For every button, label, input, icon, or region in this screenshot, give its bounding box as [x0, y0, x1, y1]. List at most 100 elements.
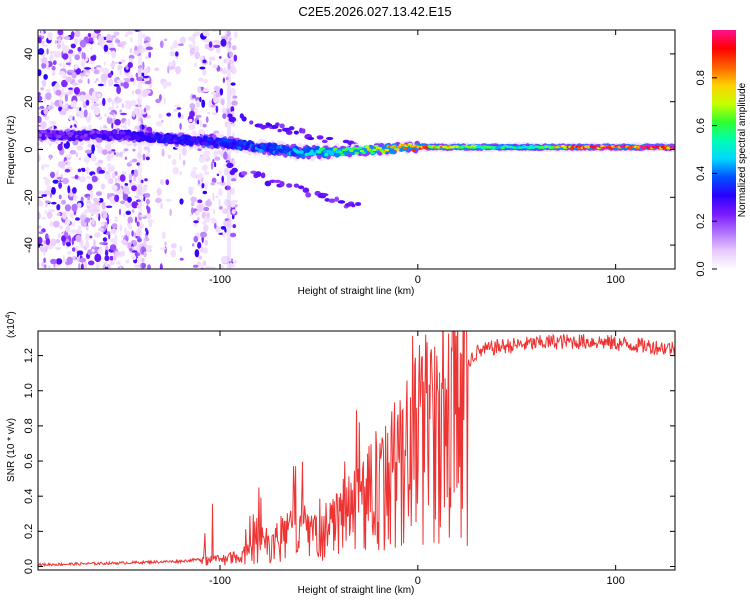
- spectrogram-noise-cell: [69, 212, 75, 218]
- spectrogram-noise-cell: [181, 147, 187, 156]
- spectrogram-noise-cell: [50, 171, 55, 178]
- spectrogram-noise-cell: [41, 216, 47, 220]
- spectrogram-noise-cell: [74, 38, 79, 45]
- spectrogram-branch-cell: [351, 203, 356, 208]
- spectrogram-noise-cell: [201, 247, 209, 254]
- spectrogram-noise-cell: [51, 124, 54, 132]
- spectrogram-ridge-cell: [85, 136, 91, 140]
- spectrogram-noise-cell: [148, 51, 152, 59]
- spectrogram-noise-cell: [104, 249, 109, 257]
- spectrogram-noise-cell: [124, 183, 129, 186]
- spectrogram-noise-cell: [38, 190, 45, 195]
- spectrogram-ridge-cell: [397, 145, 402, 149]
- spectrogram-noise-cell: [212, 192, 215, 202]
- spectrogram-noise-cell: [79, 91, 86, 96]
- spectrogram-ridge-cell: [324, 152, 329, 157]
- spectrogram-noise-cell: [133, 232, 137, 238]
- spectrogram-noise-cell: [52, 179, 59, 184]
- spectrogram-branch-cell: [279, 181, 285, 187]
- spectrogram-ridge-cell: [146, 138, 151, 143]
- spectrogram-noise-cell: [76, 145, 84, 151]
- spectrogram-noise-cell: [38, 37, 42, 44]
- spectrogram-noise-cell: [182, 160, 186, 166]
- spectrogram-noise-cell: [129, 47, 133, 54]
- spectrogram-noise-cell: [114, 216, 118, 223]
- spectrogram-noise-cell: [136, 199, 142, 202]
- spectrogram-noise-cell: [58, 106, 63, 112]
- spectrogram-noise-cell: [197, 85, 202, 94]
- spectrogram-noise-cell: [78, 108, 84, 117]
- spectrogram-noise-cell: [85, 72, 90, 76]
- spectrogram-ridge-cell: [48, 134, 53, 138]
- spectrogram-noise-cell: [131, 89, 135, 96]
- spectrogram-noise-cell: [113, 84, 120, 87]
- spectrogram-noise-cell: [111, 201, 115, 205]
- spectrogram-branch-cell: [288, 126, 295, 131]
- spectrogram-noise-cell: [143, 240, 147, 248]
- snr-panel: -100 0 100 0.0 0.2 0.4 0.6 0.8 1.0 1.2 Height of…: [5, 311, 676, 596]
- spectrogram-noise-cell: [222, 107, 226, 115]
- spectrogram-noise-cell: [77, 46, 82, 52]
- spectrogram-ridge-cell: [155, 136, 160, 140]
- spectrogram-noise-cell: [97, 227, 105, 232]
- spectrogram-noise-cell: [225, 30, 228, 35]
- spectrogram-noise-cell: [103, 242, 108, 246]
- spectrogram-noise-cell: [204, 266, 209, 269]
- spectrogram-noise-cell: [107, 192, 110, 200]
- spectrogram-noise-cell: [48, 209, 56, 213]
- spectrogram-noise-cell: [41, 44, 49, 47]
- spectrogram-branch-cell: [326, 136, 334, 141]
- spectrogram-noise-cell: [122, 193, 129, 201]
- spectrogram-noise-cell: [138, 185, 144, 192]
- spectrogram-noise-cell: [143, 251, 147, 258]
- spectrogram-branch-cell: [262, 125, 269, 129]
- spectrogram-noise-cell: [195, 114, 202, 118]
- spectrogram-ridge-cell: [64, 136, 69, 140]
- spectrogram-noise-cell: [58, 37, 61, 46]
- spectrogram-noise-cell: [130, 101, 137, 106]
- spectrogram-noise-cell: [198, 78, 204, 82]
- spectrogram-noise-cell: [160, 202, 163, 210]
- spectrogram-noise-cell: [222, 113, 227, 119]
- spectrogram-noise-cell: [55, 258, 63, 265]
- spectrogram-noise-cell: [61, 211, 67, 220]
- spectrogram-noise-cell: [161, 148, 165, 157]
- spectrogram-ridge-cell: [82, 136, 87, 141]
- spectrogram-noise-cell: [70, 31, 75, 39]
- spectrogram-noise-cell: [84, 261, 88, 269]
- spectrogram-noise-cell: [190, 196, 197, 203]
- spectrogram-noise-cell: [103, 44, 109, 52]
- spectrogram-noise-cell: [129, 222, 132, 229]
- y-tick-label: 0.6: [23, 453, 35, 468]
- spectrogram-noise-cell: [85, 232, 90, 242]
- spectrogram-noise-cell: [123, 81, 129, 89]
- spectrogram-noise-cell: [61, 88, 65, 96]
- spectrogram-branch-cell: [228, 116, 237, 123]
- spectrogram-noise-cell: [90, 47, 93, 51]
- spectrogram-noise-cell: [93, 209, 101, 212]
- spectrogram-noise-cell: [38, 48, 45, 55]
- spectrogram-noise-cell: [228, 219, 232, 223]
- spectrogram-noise-cell: [192, 94, 197, 99]
- spectrogram-noise-cell: [95, 262, 100, 269]
- spectrogram-noise-cell: [220, 181, 226, 186]
- spectrogram-noise-cell: [149, 84, 152, 89]
- spectrogram-branch-cell: [260, 172, 266, 179]
- spectrogram-noise-cell: [109, 111, 115, 115]
- spectrogram-noise-cell: [128, 173, 133, 181]
- spectrogram-ridge-cell: [256, 144, 261, 149]
- spectrogram-noise-cell: [175, 51, 179, 57]
- spectrogram-noise-cell: [145, 46, 153, 51]
- spectrogram-noise-cell: [194, 249, 200, 258]
- spectrogram-noise-cell: [189, 212, 192, 217]
- spectrogram-noise-cell: [64, 94, 68, 102]
- spectrogram-noise-cell: [121, 235, 125, 239]
- spectrogram-noise-cell: [80, 60, 86, 68]
- spectrogram-noise-cell: [202, 151, 210, 159]
- spectrogram-branch-cell: [316, 135, 324, 140]
- spectrogram-ridge-cell: [229, 145, 235, 150]
- spectrogram-noise-cell: [90, 153, 95, 161]
- spectrogram-ridge-cell: [304, 152, 309, 157]
- spectrogram-noise-cell: [222, 77, 225, 83]
- spectrogram-noise-cell: [52, 60, 57, 66]
